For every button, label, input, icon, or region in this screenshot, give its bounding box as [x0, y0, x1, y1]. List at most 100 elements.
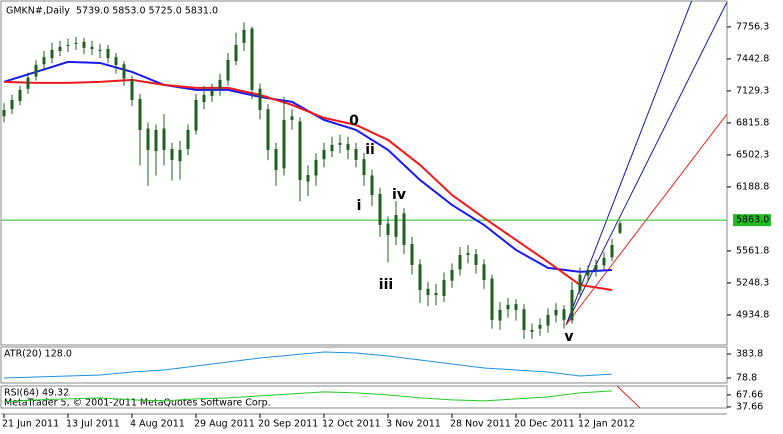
- y-tick-label: 7756.3: [736, 21, 769, 32]
- candle-body: [122, 64, 126, 79]
- y-tick-label: 6815.8: [736, 117, 769, 128]
- candle-body: [506, 304, 510, 310]
- wave-label: iv: [392, 187, 406, 203]
- candle-body: [42, 57, 46, 65]
- candle-body: [306, 174, 310, 182]
- chart-title: GMKN#,Daily: [6, 6, 70, 17]
- candle-body: [146, 128, 150, 150]
- candle-body: [250, 28, 254, 90]
- chart-subtitle: 5739.0 5853.0 5725.0 5831.0: [76, 6, 218, 17]
- candle-body: [466, 253, 470, 255]
- candle-body: [418, 264, 422, 290]
- candle-body: [290, 116, 294, 120]
- x-tick-label: 12 Oct 2011: [322, 419, 381, 430]
- candle-body: [514, 304, 518, 310]
- candle-body: [210, 89, 214, 96]
- x-tick-label: 12 Jan 2012: [578, 419, 635, 430]
- x-tick-label: 3 Nov 2011: [386, 419, 441, 430]
- candle-body: [586, 269, 590, 276]
- candle-body: [98, 49, 102, 51]
- candle-body: [58, 46, 62, 51]
- candle-body: [578, 274, 582, 291]
- candle-body: [298, 121, 302, 180]
- candle-body: [338, 142, 342, 145]
- candle-body: [194, 99, 198, 131]
- main-plot: [1, 22, 727, 339]
- y-tick-label: 7442.8: [736, 53, 769, 64]
- candle-body: [402, 213, 406, 245]
- moving-average: [3, 78, 613, 291]
- candle-body: [66, 44, 70, 46]
- candle-body: [10, 100, 14, 110]
- candle-body: [498, 309, 502, 321]
- candle-body: [90, 46, 94, 49]
- candle-body: [570, 289, 574, 321]
- candle-body: [106, 48, 110, 59]
- candle-body: [154, 129, 158, 152]
- y-tick-label: 383.8: [736, 349, 763, 360]
- wave-label: ii: [365, 142, 375, 158]
- rsi-panel: [0, 385, 728, 409]
- candle-body: [314, 159, 318, 176]
- candle-body: [258, 88, 262, 110]
- wave-label: i: [357, 198, 362, 214]
- candle-body: [562, 309, 566, 320]
- y-tick-label: 37.66: [736, 401, 763, 412]
- candle-body: [114, 57, 118, 65]
- candle-body: [474, 254, 478, 265]
- candle-body: [282, 119, 286, 169]
- candle-body: [354, 149, 358, 160]
- candle-body: [546, 314, 550, 326]
- candle-body: [618, 223, 622, 233]
- x-tick-label: 20 Sep 2011: [258, 419, 318, 430]
- candle-body: [34, 64, 38, 77]
- candle-body: [386, 223, 390, 235]
- x-tick-label: 29 Aug 2011: [194, 419, 255, 430]
- y-tick-label: 6188.8: [736, 181, 769, 192]
- candle-body: [82, 41, 86, 48]
- candle-body: [538, 324, 542, 329]
- candle-body: [186, 129, 190, 149]
- y-tick-label: 4934.8: [736, 309, 769, 320]
- x-tick-label: 28 Nov 2011: [450, 419, 511, 430]
- x-tick-label: 20 Dec 2011: [514, 419, 575, 430]
- candle-body: [426, 288, 430, 295]
- candle-body: [74, 42, 78, 44]
- candle-body: [130, 79, 134, 100]
- level-label: 5863.0: [736, 215, 769, 226]
- candle-body: [434, 292, 438, 295]
- candle-body: [266, 109, 270, 150]
- candle-body: [530, 329, 534, 332]
- candle-body: [2, 109, 6, 117]
- candle-body: [322, 149, 326, 160]
- wave-label: 0: [349, 113, 359, 129]
- candle-body: [178, 149, 182, 162]
- candle-body: [274, 149, 278, 170]
- candle-body: [234, 44, 238, 62]
- candle-body: [26, 77, 30, 89]
- y-tick-label: 5561.8: [736, 245, 769, 256]
- candle-body: [138, 98, 142, 130]
- candle-body: [202, 94, 206, 103]
- y-tick-label: 7129.3: [736, 85, 769, 96]
- candle-body: [394, 214, 398, 237]
- candle-body: [18, 89, 22, 102]
- candle-body: [610, 244, 614, 258]
- wave-label: v: [564, 329, 573, 345]
- y-tick-label: 67.66: [736, 389, 763, 400]
- candle-body: [242, 29, 246, 43]
- rsi-label: RSI(64) 49.32: [4, 388, 69, 399]
- y-tick-label: 5248.3: [736, 277, 769, 288]
- candle-body: [330, 144, 334, 152]
- candle-body: [554, 309, 558, 316]
- candle-body: [482, 264, 486, 280]
- level-label-bg: [733, 214, 771, 227]
- indicator-line: [3, 390, 613, 403]
- candle-body: [490, 278, 494, 320]
- candle-body: [442, 279, 446, 296]
- y-tick-label: 78.8: [736, 372, 757, 383]
- candle-body: [370, 175, 374, 195]
- x-tick-label: 4 Aug 2011: [130, 419, 185, 430]
- candle-body: [450, 269, 454, 281]
